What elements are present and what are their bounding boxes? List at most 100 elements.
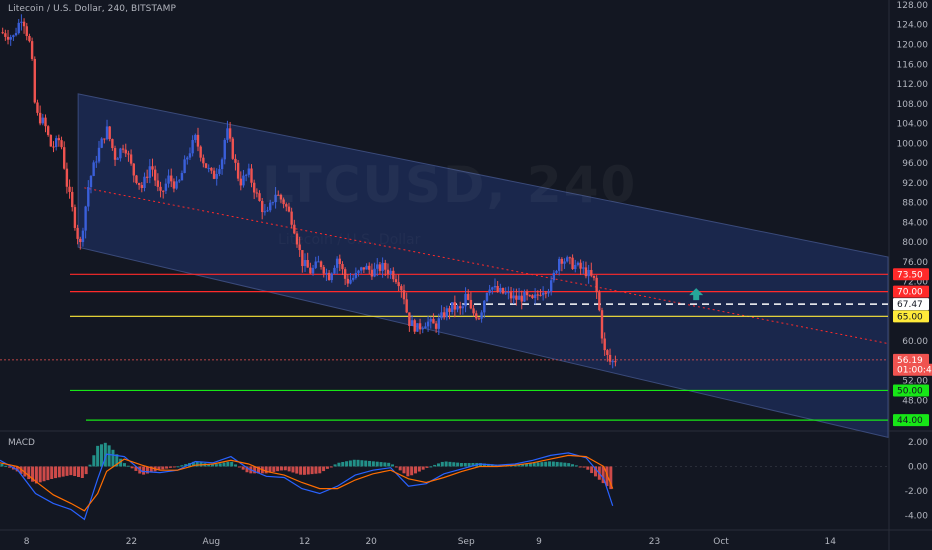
candle-body[interactable] bbox=[365, 265, 368, 270]
candle-body[interactable] bbox=[317, 261, 320, 263]
candle-body[interactable] bbox=[592, 275, 596, 278]
candle-body[interactable] bbox=[223, 139, 226, 160]
candle-body[interactable] bbox=[207, 167, 210, 169]
candle-body[interactable] bbox=[549, 280, 553, 292]
candle-body[interactable] bbox=[183, 159, 186, 174]
candle-body[interactable] bbox=[598, 292, 601, 311]
candle-body[interactable] bbox=[145, 176, 149, 178]
candle-body[interactable] bbox=[298, 244, 301, 251]
candle-body[interactable] bbox=[247, 168, 251, 175]
candle-body[interactable] bbox=[191, 140, 194, 154]
candle-body[interactable] bbox=[343, 269, 347, 279]
candle-body[interactable] bbox=[164, 183, 168, 191]
candle-body[interactable] bbox=[81, 230, 85, 243]
candle-body[interactable] bbox=[212, 170, 216, 179]
candle-body[interactable] bbox=[373, 268, 376, 277]
candle-body[interactable] bbox=[501, 288, 505, 294]
candle-body[interactable] bbox=[236, 162, 240, 179]
candle-body[interactable] bbox=[274, 194, 277, 203]
candle-body[interactable] bbox=[485, 292, 489, 301]
candle-body[interactable] bbox=[295, 233, 299, 245]
candle-body[interactable] bbox=[544, 292, 548, 294]
candle-body[interactable] bbox=[38, 112, 42, 124]
candle-body[interactable] bbox=[400, 286, 403, 291]
candle-body[interactable] bbox=[127, 153, 130, 155]
candle-body[interactable] bbox=[159, 186, 162, 191]
candle-body[interactable] bbox=[566, 257, 569, 262]
candle-body[interactable] bbox=[25, 26, 28, 36]
candle-body[interactable] bbox=[226, 128, 229, 140]
candle-body[interactable] bbox=[71, 191, 74, 208]
candle-body[interactable] bbox=[309, 267, 312, 274]
candle-body[interactable] bbox=[269, 202, 272, 211]
candle-body[interactable] bbox=[606, 350, 609, 355]
candle-body[interactable] bbox=[54, 138, 58, 147]
candle-body[interactable] bbox=[483, 300, 486, 313]
macd-signal-line[interactable] bbox=[0, 454, 614, 512]
candle-body[interactable] bbox=[614, 361, 617, 363]
candle-body[interactable] bbox=[461, 306, 465, 309]
macd-line[interactable] bbox=[0, 452, 614, 521]
candle-body[interactable] bbox=[79, 238, 82, 243]
candle-body[interactable] bbox=[135, 175, 138, 183]
candle-body[interactable] bbox=[547, 291, 550, 294]
candle-body[interactable] bbox=[384, 262, 387, 270]
candle-body[interactable] bbox=[306, 260, 309, 268]
dotted-trendline[interactable] bbox=[84, 187, 889, 344]
candle-body[interactable] bbox=[557, 258, 561, 271]
candle-body[interactable] bbox=[477, 318, 481, 320]
candle-body[interactable] bbox=[357, 270, 360, 274]
candle-body[interactable] bbox=[541, 292, 545, 296]
candle-body[interactable] bbox=[579, 262, 582, 269]
candle-body[interactable] bbox=[533, 294, 537, 299]
candle-body[interactable] bbox=[504, 292, 507, 294]
candle-body[interactable] bbox=[303, 260, 307, 267]
candle-body[interactable] bbox=[418, 323, 422, 330]
candle-body[interactable] bbox=[119, 148, 122, 159]
candle-body[interactable] bbox=[60, 140, 63, 148]
candle-body[interactable] bbox=[472, 308, 475, 314]
candle-body[interactable] bbox=[434, 323, 438, 329]
candle-body[interactable] bbox=[92, 162, 95, 176]
candle-body[interactable] bbox=[1, 32, 4, 34]
candle-body[interactable] bbox=[611, 361, 614, 363]
candle-body[interactable] bbox=[261, 200, 264, 213]
candle-body[interactable] bbox=[568, 257, 572, 259]
candle-body[interactable] bbox=[186, 157, 189, 160]
candle-body[interactable] bbox=[440, 312, 443, 319]
up-arrow-marker[interactable] bbox=[689, 288, 704, 301]
candle-body[interactable] bbox=[4, 33, 7, 37]
candle-body[interactable] bbox=[397, 282, 400, 287]
candle-body[interactable] bbox=[405, 299, 408, 313]
candle-body[interactable] bbox=[239, 178, 243, 186]
candle-body[interactable] bbox=[100, 138, 103, 148]
candle-body[interactable] bbox=[346, 278, 350, 284]
candle-body[interactable] bbox=[218, 169, 221, 174]
candle-body[interactable] bbox=[368, 265, 371, 270]
candle-body[interactable] bbox=[445, 308, 449, 318]
candle-body[interactable] bbox=[603, 338, 606, 351]
candle-body[interactable] bbox=[68, 186, 71, 192]
candle-body[interactable] bbox=[231, 138, 234, 159]
candle-body[interactable] bbox=[76, 227, 79, 239]
candle-body[interactable] bbox=[362, 267, 366, 270]
candle-body[interactable] bbox=[242, 175, 245, 186]
candle-body[interactable] bbox=[335, 258, 339, 268]
candle-body[interactable] bbox=[140, 185, 144, 189]
candle-body[interactable] bbox=[552, 272, 556, 281]
candle-body[interactable] bbox=[424, 326, 427, 329]
candle-body[interactable] bbox=[354, 273, 358, 278]
candle-body[interactable] bbox=[539, 294, 542, 296]
candle-body[interactable] bbox=[266, 210, 269, 212]
candle-body[interactable] bbox=[113, 148, 117, 160]
candle-body[interactable] bbox=[52, 146, 55, 148]
candle-body[interactable] bbox=[215, 173, 218, 179]
candle-body[interactable] bbox=[416, 323, 419, 332]
candle-body[interactable] bbox=[351, 277, 355, 280]
candle-body[interactable] bbox=[202, 157, 205, 164]
candle-body[interactable] bbox=[429, 318, 432, 322]
candle-body[interactable] bbox=[44, 117, 47, 127]
candle-body[interactable] bbox=[41, 117, 45, 124]
candle-body[interactable] bbox=[333, 267, 336, 274]
